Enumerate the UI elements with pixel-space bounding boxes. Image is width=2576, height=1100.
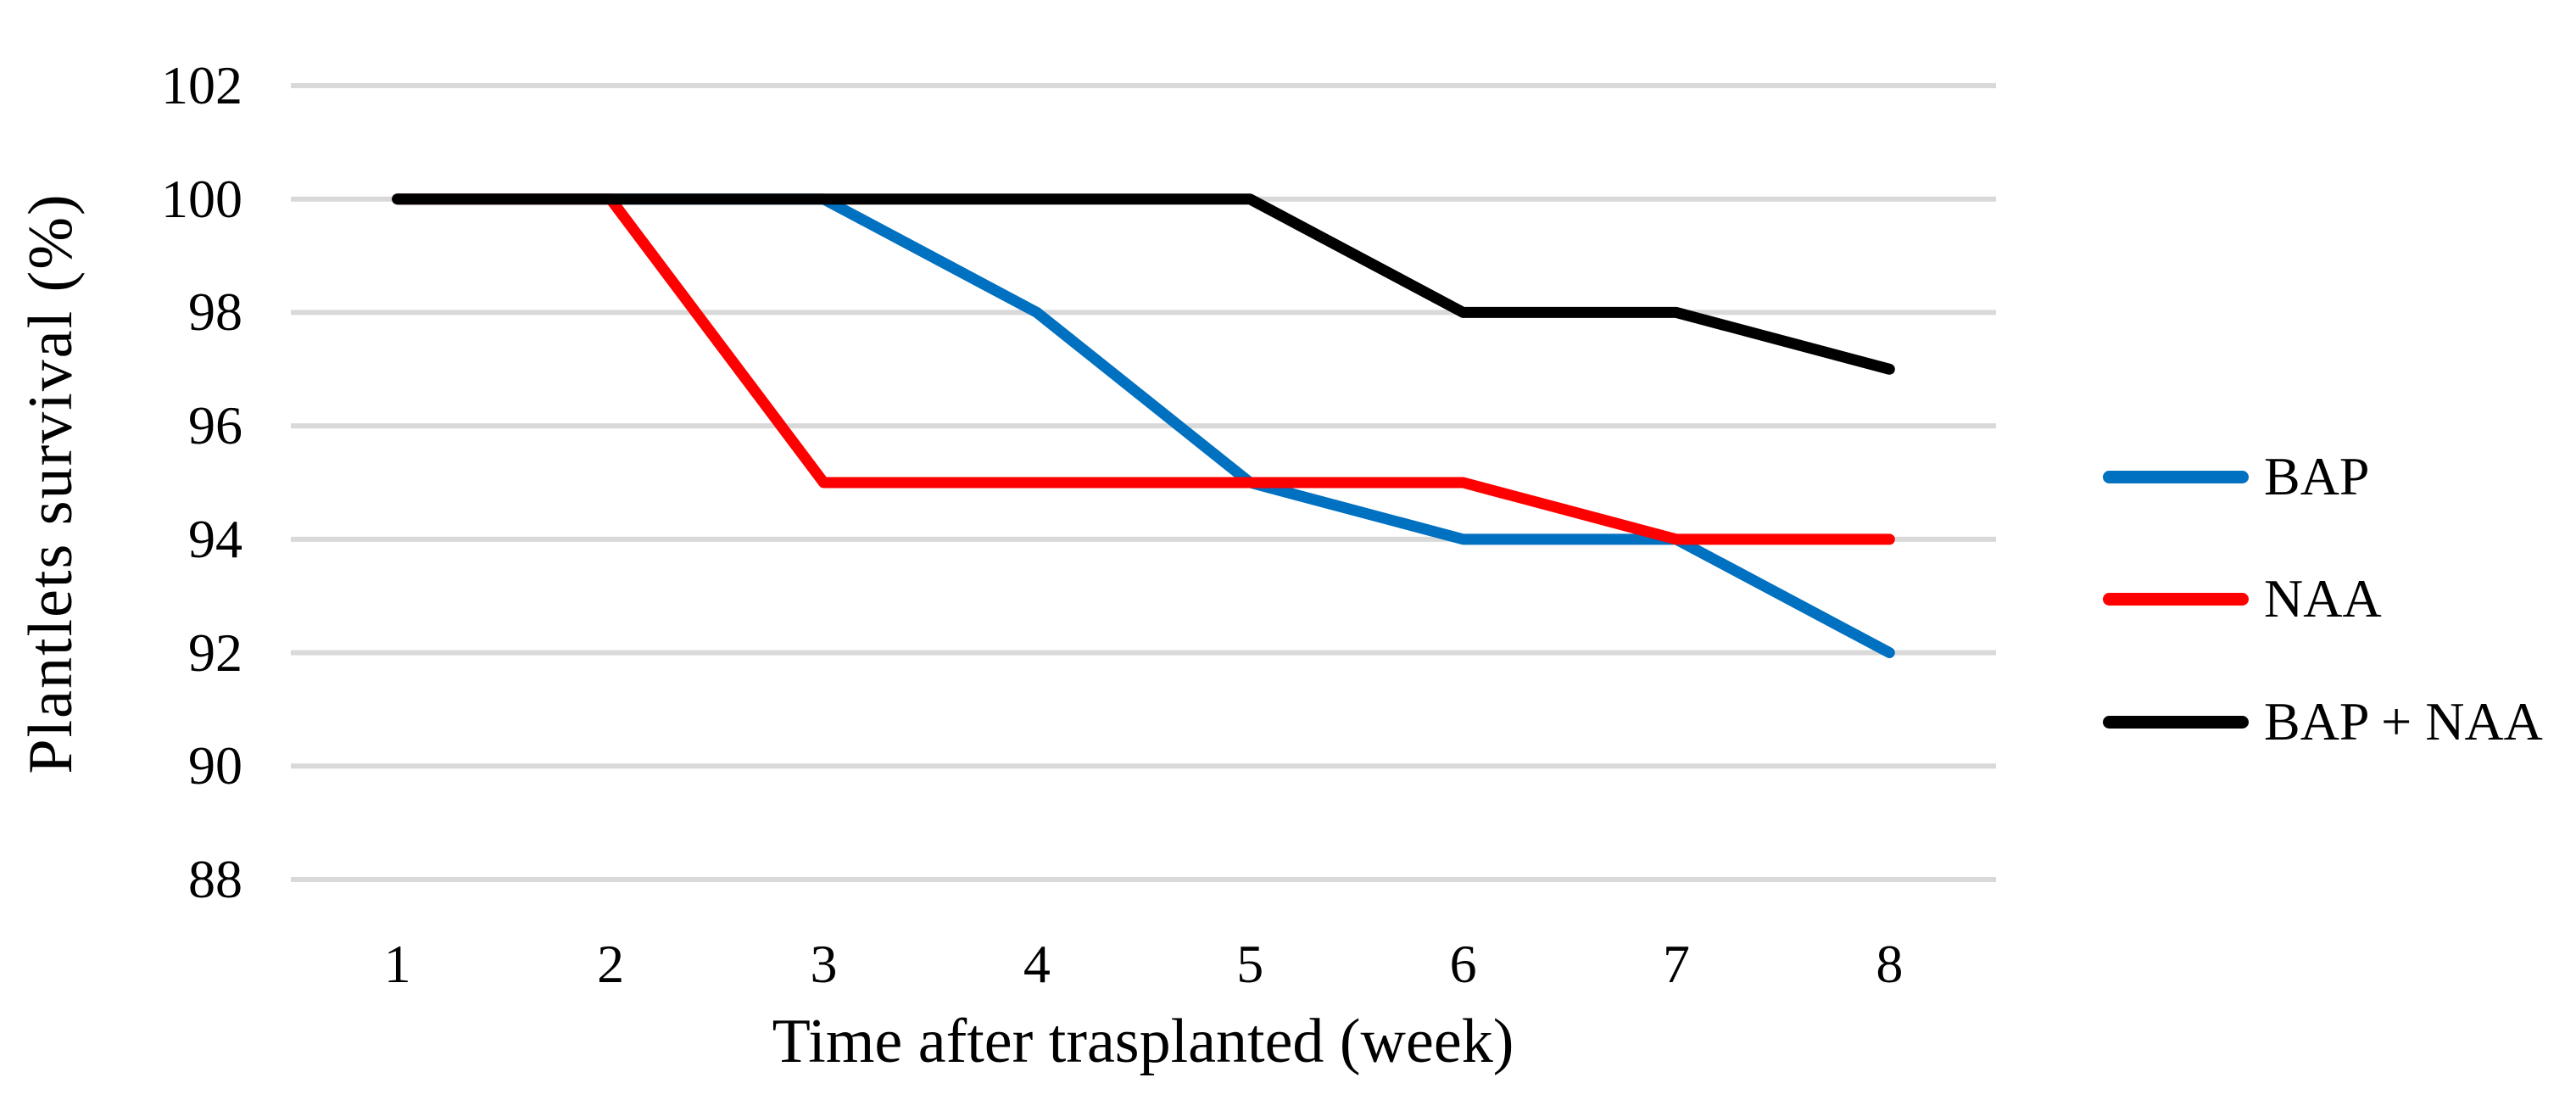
y-tick-label-90: 90 — [188, 735, 243, 796]
legend-label-naa: NAA — [2264, 568, 2382, 628]
plot-svg — [291, 83, 1996, 882]
legend-label-bap: BAP — [2264, 446, 2370, 506]
legend-item-bap: BAP — [2103, 449, 2370, 504]
y-tick-label-92: 92 — [188, 622, 243, 683]
legend-swatch-naa — [2103, 592, 2249, 606]
y-tick-label-100: 100 — [161, 168, 243, 229]
x-axis-title: Time after trasplanted (week) — [772, 1007, 1514, 1076]
x-tick-label-3: 3 — [810, 934, 838, 994]
legend-item-naa: NAA — [2103, 572, 2382, 626]
y-tick-label-94: 94 — [188, 508, 243, 569]
y-tick-label-88: 88 — [188, 849, 243, 909]
legend-label-bap-naa: BAP + NAA — [2264, 691, 2543, 751]
x-tick-label-1: 1 — [383, 934, 411, 994]
x-tick-label-7: 7 — [1662, 934, 1690, 994]
legend-item-bap-naa: BAP + NAA — [2103, 695, 2543, 749]
y-tick-label-96: 96 — [188, 395, 243, 456]
y-axis-title: Plantlets survival (%) — [16, 193, 86, 774]
x-tick-label-2: 2 — [597, 934, 625, 994]
y-tick-label-102: 102 — [161, 55, 243, 115]
y-tick-label-98: 98 — [188, 282, 243, 343]
series-line-bap-naa — [392, 193, 1895, 375]
series-line-naa — [392, 193, 1895, 545]
legend-swatch-bap — [2103, 470, 2249, 483]
legend-swatch-bap-naa — [2103, 715, 2249, 729]
x-tick-label-8: 8 — [1876, 934, 1904, 994]
x-tick-label-4: 4 — [1023, 934, 1051, 994]
x-tick-label-5: 5 — [1236, 934, 1264, 994]
x-tick-label-6: 6 — [1449, 934, 1477, 994]
